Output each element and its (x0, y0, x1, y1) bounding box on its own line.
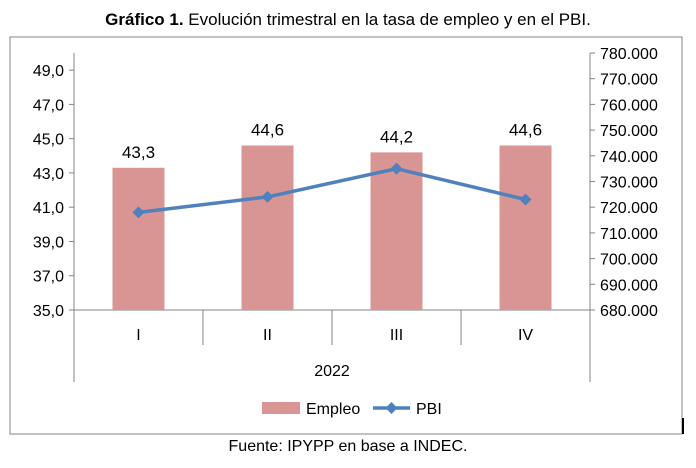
text-cursor (682, 418, 684, 434)
y-left-tick-label: 35,0 (33, 303, 64, 320)
bar-empleo (112, 167, 165, 310)
y-right-tick-label: 750.000 (600, 123, 658, 140)
y-left-tick-label: 43,0 (33, 166, 64, 183)
x-tick-label: II (263, 327, 272, 344)
x-group-label: 2022 (314, 363, 350, 380)
bar-empleo (241, 145, 294, 310)
bar-empleo (370, 152, 423, 310)
y-right-tick-label: 710.000 (600, 226, 658, 243)
y-right-tick-label: 720.000 (600, 200, 658, 217)
y-left-tick-label: 41,0 (33, 200, 64, 217)
chart-title-prefix: Gráfico 1. (105, 10, 184, 29)
y-right-tick-label: 730.000 (600, 175, 658, 192)
legend-label-pbi: PBI (416, 401, 442, 418)
legend-label-empleo: Empleo (306, 401, 360, 418)
bar-empleo (499, 145, 552, 310)
line-pbi-marker (390, 162, 403, 175)
line-pbi-marker (132, 206, 145, 219)
line-pbi (138, 166, 526, 215)
y-left-tick-label: 45,0 (33, 132, 64, 149)
y-right-tick-label: 770.000 (600, 72, 658, 89)
y-left-tick-label: 49,0 (33, 63, 64, 80)
x-tick-label: IV (518, 327, 533, 344)
line-pbi-marker (261, 190, 274, 203)
x-tick-label: I (136, 327, 140, 344)
bar-data-label: 44,6 (509, 121, 542, 140)
y-right-tick-label: 760.000 (600, 97, 658, 114)
bar-data-label: 44,2 (380, 127, 413, 146)
bar-data-label: 44,6 (251, 121, 284, 140)
x-tick-label: III (390, 327, 403, 344)
legend-marker-pbi (385, 402, 398, 414)
chart-title: Gráfico 1. Evolución trimestral en la ta… (0, 10, 696, 30)
y-right-tick-label: 740.000 (600, 149, 658, 166)
y-left-tick-label: 47,0 (33, 97, 64, 114)
chart-source: Fuente: IPYPP en base a INDEC. (228, 438, 468, 455)
y-left-tick-label: 39,0 (33, 234, 64, 251)
y-right-tick-label: 690.000 (600, 277, 658, 294)
legend-swatch-empleo (262, 402, 300, 414)
chart-title-text: Evolución trimestral en la tasa de emple… (183, 10, 591, 29)
bar-data-label: 43,3 (122, 143, 155, 162)
y-right-tick-label: 680.000 (600, 303, 658, 320)
y-left-tick-label: 37,0 (33, 269, 64, 286)
y-right-tick-label: 780.000 (600, 46, 658, 63)
line-pbi-marker (519, 193, 532, 206)
y-right-tick-label: 700.000 (600, 252, 658, 269)
